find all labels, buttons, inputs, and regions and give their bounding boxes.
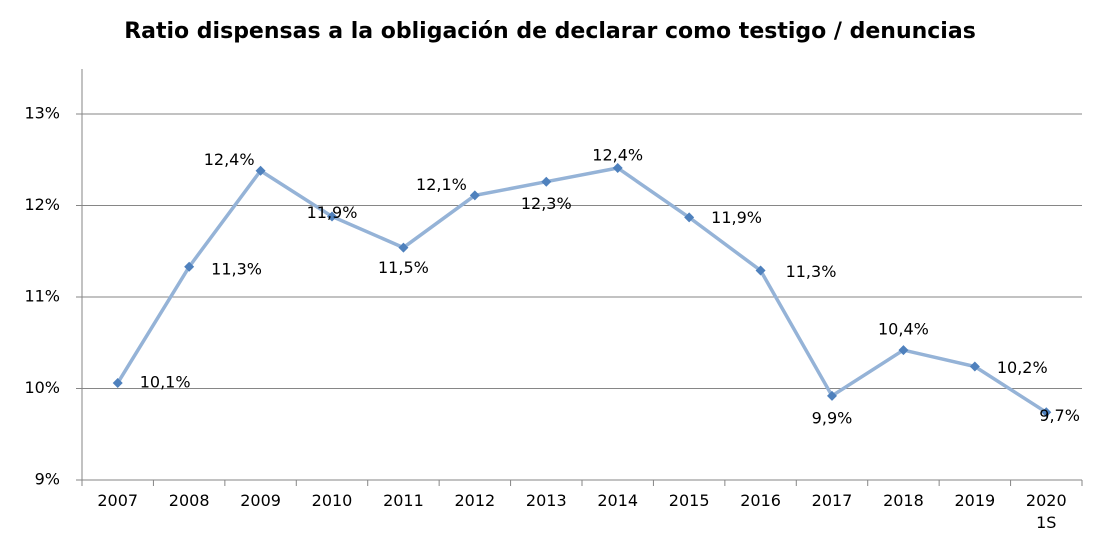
x-tick-label: 2012 <box>454 491 496 510</box>
line <box>116 166 1048 414</box>
data-label: 9,9% <box>812 408 853 427</box>
y-tick-label: 11% <box>24 287 60 306</box>
marker <box>755 265 766 276</box>
marker <box>898 345 909 356</box>
marker <box>612 162 623 173</box>
marker <box>969 361 980 372</box>
x-tick-label: 2013 <box>525 491 567 510</box>
data-label: 12,1% <box>416 175 467 194</box>
data-label: 11,5% <box>378 258 429 277</box>
x-tick-label: 2014 <box>597 491 639 510</box>
y-tick-label: 12% <box>24 195 60 214</box>
marker <box>469 190 480 201</box>
x-tick-label: 2018 <box>883 491 924 510</box>
data-label: 11,3% <box>211 259 262 278</box>
data-label: 10,1% <box>140 373 191 392</box>
x-tick-label: 2011 <box>383 491 424 510</box>
x-tick-label: 2007 <box>97 491 139 510</box>
x-tick-label: 2010 <box>311 491 353 510</box>
x-tick-label: 2020 1S <box>1025 491 1067 532</box>
marker <box>112 378 123 389</box>
chart-title: Ratio dispensas a la obligación de decla… <box>124 19 976 44</box>
data-label: 11,3% <box>786 262 837 281</box>
marker <box>541 176 552 187</box>
x-tick-label: 2015 <box>668 491 710 510</box>
marker <box>398 242 409 253</box>
data-label: 11,9% <box>307 203 358 222</box>
marker <box>684 212 695 223</box>
marker <box>827 390 837 401</box>
x-tick-label: 2016 <box>740 491 781 510</box>
data-label: 12,4% <box>204 150 255 169</box>
data-label: 10,2% <box>997 358 1048 377</box>
x-tick-label: 2009 <box>240 491 281 510</box>
marker <box>255 165 266 176</box>
x-tick-label: 2017 <box>811 491 853 510</box>
data-label: 12,3% <box>521 194 572 213</box>
marker <box>327 211 337 222</box>
y-tick-label: 10% <box>24 378 60 397</box>
data-label: 12,4% <box>592 145 643 164</box>
data-label: 10,4% <box>878 320 929 339</box>
marker <box>184 261 195 272</box>
x-tick-label: 2008 <box>168 491 210 510</box>
y-tick-label: 9% <box>35 470 60 489</box>
data-label: 11,9% <box>711 208 762 227</box>
data-label: 9,7% <box>1039 406 1080 425</box>
x-tick-label: 2019 <box>954 491 996 510</box>
marker <box>1041 407 1052 418</box>
y-tick-label: 13% <box>24 104 60 123</box>
